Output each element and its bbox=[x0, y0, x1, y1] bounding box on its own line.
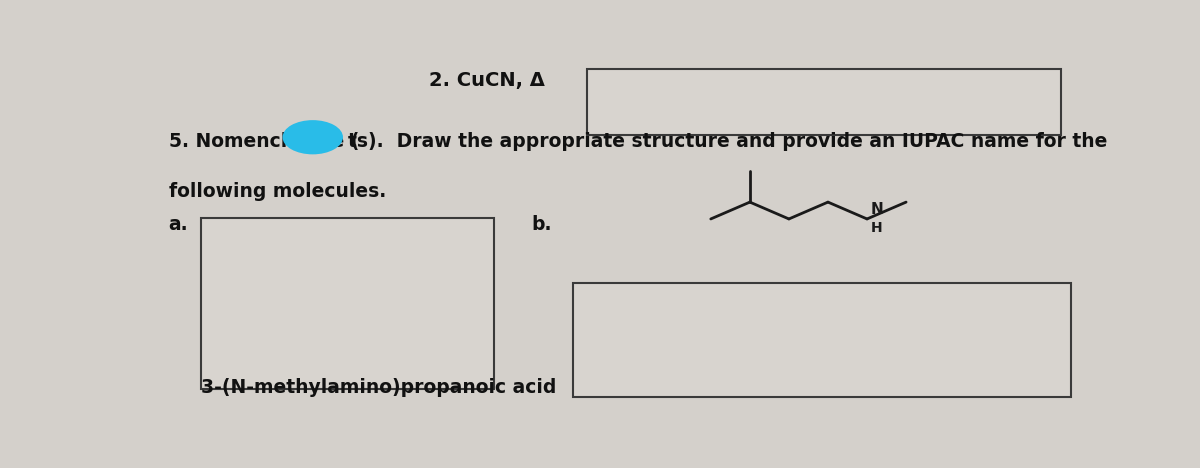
Text: b.: b. bbox=[532, 215, 552, 234]
FancyBboxPatch shape bbox=[587, 69, 1062, 135]
Text: 5. Nomenclature (: 5. Nomenclature ( bbox=[168, 132, 359, 151]
Text: following molecules.: following molecules. bbox=[168, 182, 386, 201]
Ellipse shape bbox=[282, 120, 343, 154]
Text: ts).  Draw the appropriate structure and provide an IUPAC name for the: ts). Draw the appropriate structure and … bbox=[348, 132, 1108, 151]
FancyBboxPatch shape bbox=[574, 283, 1070, 397]
Text: 3-(N-methylamino)propanoic acid: 3-(N-methylamino)propanoic acid bbox=[202, 378, 557, 397]
Text: a.: a. bbox=[168, 215, 188, 234]
Text: N: N bbox=[871, 202, 883, 217]
FancyBboxPatch shape bbox=[202, 218, 494, 389]
Text: 2. CuCN, Δ: 2. CuCN, Δ bbox=[430, 71, 545, 89]
Text: H: H bbox=[871, 221, 882, 235]
